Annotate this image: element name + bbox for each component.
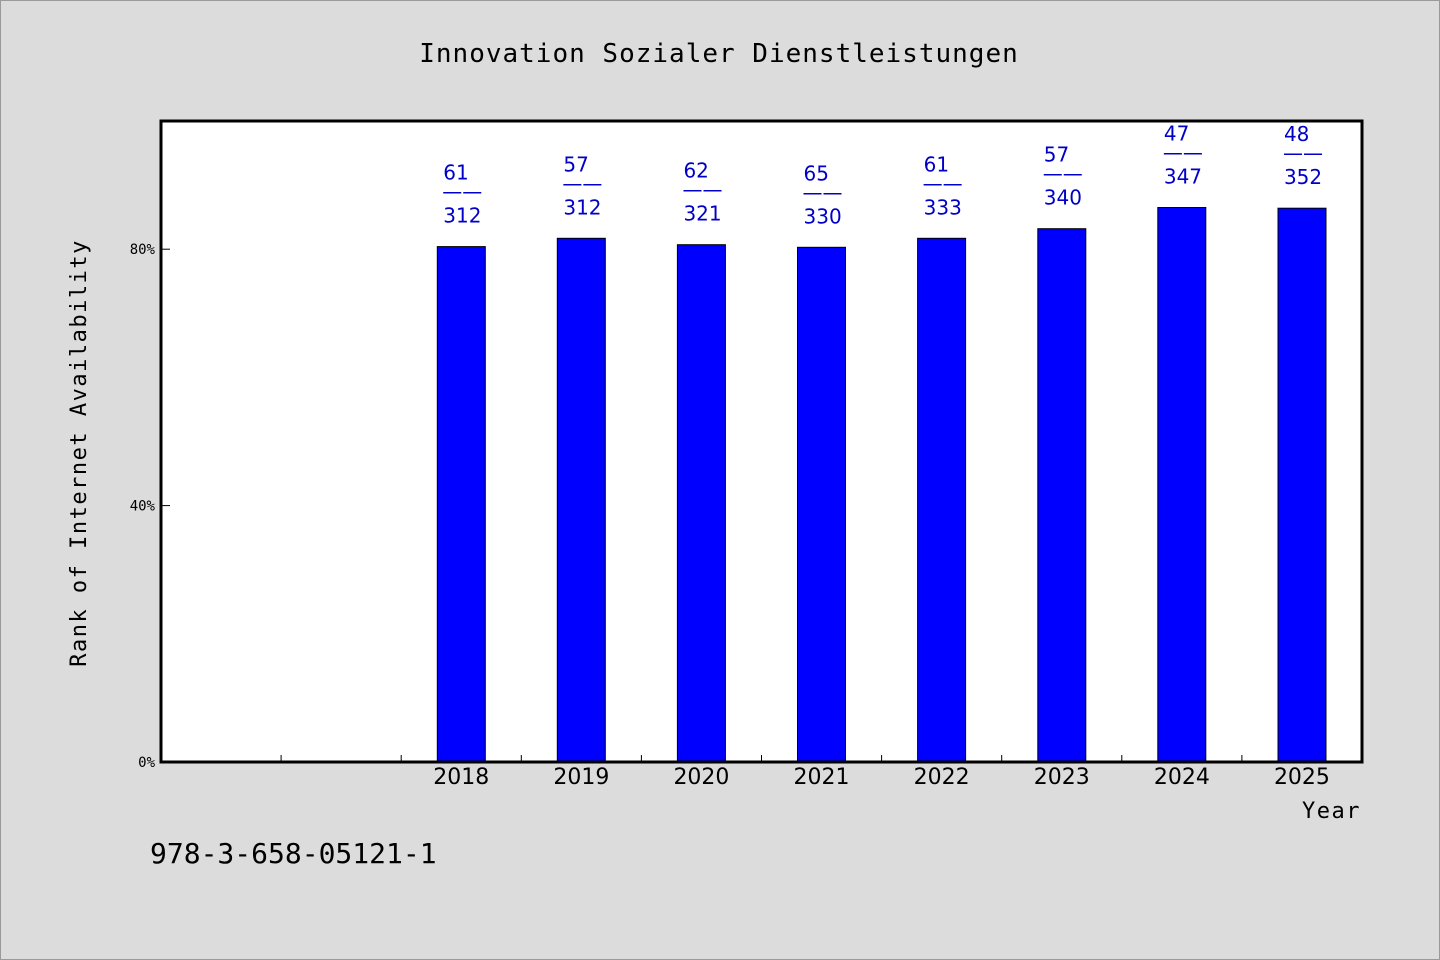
bar-2019: [556, 237, 606, 763]
x-tick-label-2021: 2021: [794, 765, 850, 790]
y-axis-ticks: 0% 40% 80%: [130, 242, 170, 771]
data-label-total-2025: 352: [1284, 165, 1322, 189]
data-label-separator-2018: ——: [442, 180, 482, 204]
data-label-total-2024: 347: [1164, 165, 1202, 189]
data-label-rank-2025: 48: [1284, 122, 1309, 146]
data-label-separator-2024: ——: [1163, 141, 1203, 165]
data-label-total-2022: 333: [924, 195, 962, 219]
plot-frame: [159, 119, 1364, 764]
x-tick-label-2019: 2019: [553, 765, 609, 790]
data-labels-layer: 61——31257——31262——32165——33061——33357——3…: [442, 122, 1323, 229]
data-label-rank-2020: 62: [683, 159, 708, 183]
x-tick-label-2018: 2018: [433, 765, 489, 790]
data-label-rank-2024: 47: [1164, 122, 1189, 146]
x-tick-label-2020: 2020: [673, 765, 729, 790]
data-label-total-2021: 330: [804, 204, 842, 228]
y-axis-label: Rank of Internet Availability: [67, 239, 92, 667]
data-label-separator-2021: ——: [803, 180, 843, 204]
data-label-total-2020: 321: [683, 202, 721, 226]
data-label-separator-2025: ——: [1283, 141, 1323, 165]
y-tick-label: 40%: [130, 499, 156, 515]
data-label-rank-2019: 57: [563, 152, 588, 176]
data-label-total-2019: 312: [563, 195, 601, 219]
x-tick-label-2025: 2025: [1274, 765, 1330, 790]
bar-2018: [436, 246, 486, 763]
bar-2021: [797, 246, 846, 763]
x-axis-label: Year: [1302, 799, 1361, 824]
data-label-rank-2022: 61: [924, 152, 949, 176]
x-axis-ticks: 2018 2019 2020 2021 2022 2023 2024 2025: [280, 755, 1330, 790]
bar-2020: [676, 244, 726, 763]
data-label-separator-2023: ——: [1043, 162, 1083, 186]
y-tick-label: 80%: [130, 242, 156, 258]
data-label-separator-2022: ——: [923, 171, 963, 195]
bar-2024: [1157, 207, 1207, 763]
data-label-rank-2021: 65: [804, 161, 829, 185]
x-tick-label-2023: 2023: [1034, 765, 1090, 790]
isbn-footer: 978-3-658-05121-1: [150, 837, 437, 870]
data-label-separator-2020: ——: [682, 178, 722, 202]
bars-layer: [436, 207, 1327, 763]
x-tick-label-2022: 2022: [914, 765, 970, 790]
data-label-total-2018: 312: [443, 204, 481, 228]
data-label-rank-2023: 57: [1044, 143, 1069, 167]
x-tick-label-2024: 2024: [1154, 765, 1210, 790]
y-tick-label: 0%: [138, 755, 155, 771]
bar-2023: [1037, 228, 1087, 763]
data-label-rank-2018: 61: [443, 161, 468, 185]
data-label-total-2023: 340: [1044, 186, 1082, 210]
bar-2025: [1277, 207, 1327, 763]
chart-title: Innovation Sozialer Dienstleistungen: [419, 39, 1019, 69]
data-label-separator-2019: ——: [562, 171, 602, 195]
bar-2022: [917, 237, 967, 763]
